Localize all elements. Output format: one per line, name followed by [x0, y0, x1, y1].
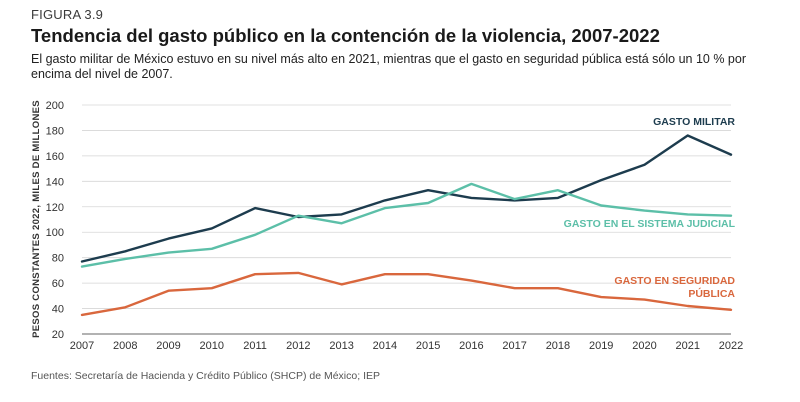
x-tick-2010: 2010 [200, 340, 224, 352]
y-tick-160: 160 [46, 151, 64, 163]
y-tick-80: 80 [52, 253, 64, 265]
series-label-gasto-en-seguridad-p-blica-0: GASTO EN SEGURIDAD [614, 275, 735, 287]
y-tick-40: 40 [52, 304, 64, 316]
x-tick-2013: 2013 [329, 340, 353, 352]
y-tick-140: 140 [46, 176, 64, 188]
figure-label: FIGURA 3.9 [31, 7, 104, 22]
series-lines [80, 134, 733, 317]
y-tick-200: 200 [46, 100, 64, 112]
x-tick-2017: 2017 [502, 340, 526, 352]
x-tick-2009: 2009 [156, 340, 180, 352]
series-line-gasto-en-el-sistema-judicial [80, 182, 733, 268]
y-axis-label: PESOS CONSTANTES 2022, MILES DE MILLONES [31, 100, 42, 338]
series-line-gasto-en-seguridad-p-blica [80, 271, 733, 317]
series-line-gasto-militar [80, 134, 733, 263]
x-tick-2014: 2014 [373, 340, 397, 352]
x-tick-2012: 2012 [286, 340, 310, 352]
x-tick-2018: 2018 [546, 340, 570, 352]
series-label-gasto-militar-0: GASTO MILITAR [653, 116, 735, 128]
x-tick-2008: 2008 [113, 340, 137, 352]
y-axis-ticks: 20 40 60 80 100 120 140 160 180 200 [46, 100, 64, 341]
x-tick-2007: 2007 [70, 340, 94, 352]
x-tick-2020: 2020 [632, 340, 656, 352]
x-tick-2015: 2015 [416, 340, 440, 352]
y-tick-120: 120 [46, 202, 64, 214]
chart-title: Tendencia del gasto público en la conten… [31, 25, 660, 46]
x-tick-2011: 2011 [243, 340, 267, 352]
y-tick-20: 20 [52, 329, 64, 341]
x-tick-2022: 2022 [719, 340, 743, 352]
y-tick-180: 180 [46, 125, 64, 137]
y-tick-100: 100 [46, 227, 64, 239]
series-label-gasto-en-el-sistema-judicial-0: GASTO EN EL SISTEMA JUDICIAL [564, 218, 736, 230]
x-tick-2016: 2016 [459, 340, 483, 352]
series-label-gasto-en-seguridad-p-blica-1: PÚBLICA [688, 287, 735, 300]
y-tick-60: 60 [52, 278, 64, 290]
x-tick-2021: 2021 [675, 340, 699, 352]
chart-subtitle: El gasto militar de México estuvo en su … [31, 52, 746, 81]
series-labels: GASTO MILITAR GASTO EN EL SISTEMA JUDICIA… [564, 116, 736, 300]
gridlines [82, 104, 731, 335]
x-axis-ticks: 2007 2008 2009 2010 2011 2012 2013 2014 2015 2016… [70, 340, 743, 352]
source-note: Fuentes: Secretaría de Hacienda y Crédit… [31, 370, 380, 382]
x-tick-2019: 2019 [589, 340, 613, 352]
